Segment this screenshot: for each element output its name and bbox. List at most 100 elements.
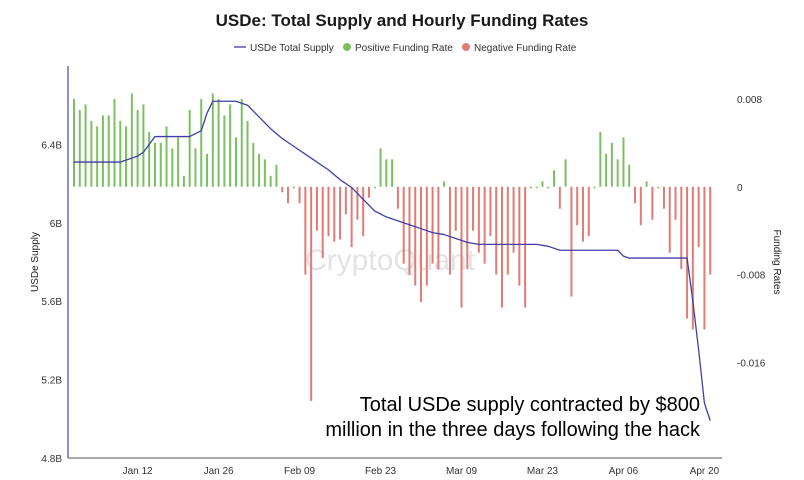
- negative-funding-bar: [587, 186, 590, 237]
- negative-funding-bar: [489, 186, 492, 237]
- negative-funding-bar: [570, 186, 573, 297]
- positive-funding-bar: [622, 137, 625, 187]
- positive-funding-bar: [90, 120, 93, 187]
- negative-funding-bar: [327, 186, 330, 237]
- positive-funding-bar: [148, 131, 151, 187]
- positive-funding-bar: [113, 98, 116, 187]
- positive-funding-bar: [240, 98, 243, 187]
- negative-funding-bar: [495, 186, 498, 275]
- positive-funding-bar: [547, 186, 550, 189]
- legend-supply-label[interactable]: USDe Total Supply: [250, 43, 334, 54]
- positive-funding-bar: [206, 153, 209, 187]
- positive-funding-bar: [177, 137, 180, 187]
- positive-funding-bar: [153, 142, 156, 187]
- positive-funding-bar: [616, 159, 619, 187]
- supply-line: [74, 100, 711, 421]
- x-tick-label: Mar 23: [527, 466, 559, 477]
- positive-funding-bar: [535, 186, 538, 189]
- negative-funding-bar: [668, 186, 671, 253]
- negative-funding-bar: [414, 186, 417, 286]
- negative-funding-bar: [518, 186, 521, 286]
- negative-funding-bar: [281, 186, 284, 193]
- negative-funding-bar: [315, 186, 318, 231]
- positive-funding-bar: [373, 186, 376, 189]
- negative-funding-bar: [674, 186, 677, 220]
- positive-funding-bar: [194, 148, 197, 187]
- positive-funding-bar: [101, 115, 104, 187]
- positive-funding-bar: [165, 126, 168, 187]
- x-tick-label: Mar 09: [446, 466, 478, 477]
- positive-funding-bar: [605, 153, 608, 187]
- x-tick-label: Feb 23: [365, 466, 397, 477]
- positive-funding-bar: [119, 120, 122, 187]
- negative-funding-bar: [634, 186, 637, 204]
- negative-funding-bar: [408, 186, 411, 275]
- annotation-line-1: Total USDe supply contracted by $800: [360, 394, 700, 416]
- negative-funding-bar: [310, 186, 313, 401]
- negative-funding-bar: [703, 186, 706, 330]
- positive-funding-bar: [379, 148, 382, 187]
- negative-funding-bar: [448, 186, 451, 275]
- legend: USDe Total Supply Positive Funding Rate …: [234, 43, 577, 54]
- positive-funding-bar: [78, 109, 81, 187]
- negative-funding-bar: [662, 186, 665, 209]
- positive-funding-bar: [223, 115, 226, 187]
- positive-funding-bar: [246, 120, 249, 187]
- positive-funding-bar: [73, 98, 75, 187]
- negative-funding-bar: [420, 186, 423, 303]
- positive-funding-bar: [529, 186, 532, 189]
- positive-funding-bar: [217, 98, 220, 187]
- negative-funding-bar: [362, 186, 365, 237]
- legend-negative-label[interactable]: Negative Funding Rate: [474, 43, 577, 54]
- positive-funding-bar: [229, 104, 232, 187]
- positive-funding-bar: [292, 186, 295, 189]
- positive-funding-bar: [171, 148, 174, 187]
- x-tick-label: Jan 26: [204, 466, 234, 477]
- x-tick-label: Jan 12: [123, 466, 153, 477]
- positive-funding-bar: [263, 159, 266, 187]
- negative-funding-bar: [333, 186, 336, 242]
- positive-funding-bar: [182, 175, 185, 187]
- legend-negative-dot: [462, 43, 470, 51]
- negative-funding-bar: [437, 186, 440, 270]
- positive-funding-bar: [645, 181, 648, 187]
- negative-funding-bar: [356, 186, 359, 220]
- negative-funding-bar: [680, 186, 683, 270]
- positive-funding-bar: [159, 142, 162, 187]
- left-axis-ticks: 4.8B 5.2B 5.6B 6B 6.4B: [41, 140, 62, 465]
- positive-funding-bar: [657, 186, 660, 189]
- positive-funding-bar: [252, 142, 255, 187]
- positive-funding-bar: [130, 93, 133, 187]
- left-tick-label: 6B: [50, 219, 63, 230]
- x-tick-label: Feb 09: [284, 466, 316, 477]
- funding-bars: [73, 93, 712, 401]
- negative-funding-bar: [287, 186, 289, 204]
- x-axis-ticks: Jan 12 Jan 26 Feb 09 Feb 23 Mar 09 Mar 23 Apr …: [123, 466, 720, 477]
- negative-funding-bar: [506, 186, 509, 275]
- legend-positive-dot: [343, 43, 351, 51]
- positive-funding-bar: [107, 115, 110, 187]
- negative-funding-bar: [512, 186, 515, 253]
- watermark: CryptoQuant: [305, 244, 476, 277]
- positive-funding-bar: [553, 170, 556, 187]
- legend-positive-label[interactable]: Positive Funding Rate: [355, 43, 453, 54]
- negative-funding-bar: [483, 186, 486, 264]
- positive-funding-bar: [593, 186, 596, 189]
- negative-funding-bar: [686, 186, 689, 319]
- negative-funding-bar: [477, 186, 480, 253]
- left-tick-label: 5.2B: [41, 376, 62, 387]
- negative-funding-bar: [431, 186, 434, 264]
- positive-funding-bar: [443, 181, 446, 187]
- positive-funding-bar: [610, 142, 613, 187]
- positive-funding-bar: [269, 175, 272, 187]
- x-tick-label: Apr 20: [690, 466, 720, 477]
- negative-funding-bar: [367, 186, 370, 198]
- right-tick-label: -0.016: [737, 358, 766, 369]
- negative-funding-bar: [651, 186, 654, 220]
- annotation-line-2: million in the three days following the …: [325, 419, 701, 441]
- positive-funding-bar: [391, 159, 394, 187]
- positive-funding-bar: [385, 159, 388, 187]
- left-tick-label: 5.6B: [41, 297, 62, 308]
- positive-funding-bar: [142, 104, 145, 187]
